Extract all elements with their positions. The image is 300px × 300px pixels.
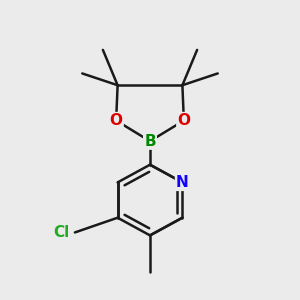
Text: O: O (177, 113, 190, 128)
Text: O: O (110, 113, 123, 128)
Text: Cl: Cl (53, 225, 69, 240)
Text: B: B (144, 134, 156, 149)
Text: N: N (176, 175, 189, 190)
